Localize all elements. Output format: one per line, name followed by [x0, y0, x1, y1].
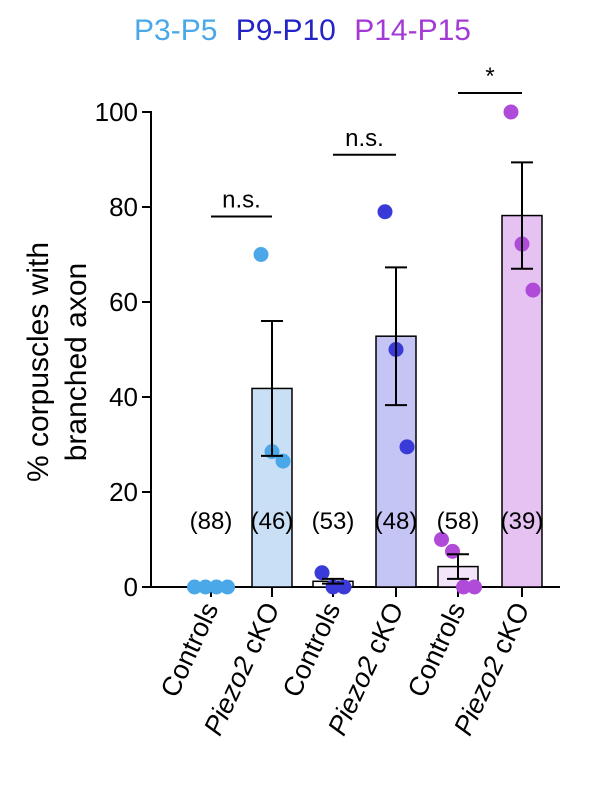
- data-point-0-0: [187, 579, 202, 595]
- legend-entry-p3-p5: P3-P5: [134, 14, 218, 47]
- x-tick-label-2: Controls: [277, 598, 347, 702]
- n-label-0: (88): [190, 508, 233, 535]
- y-tick-label-40: 40: [109, 382, 138, 412]
- y-axis-label-line1: % corpuscles with: [22, 242, 55, 482]
- x-tick-label-italic-5: Piezo2: [448, 652, 510, 740]
- y-axis-label-line2: branched axon: [60, 263, 93, 462]
- data-point-5-2: [525, 282, 541, 298]
- data-point-2-0: [314, 565, 330, 581]
- n-label-3: (48): [375, 508, 418, 535]
- n-label-4: (58): [437, 508, 480, 535]
- data-point-0-3: [220, 579, 235, 595]
- data-point-1-0: [253, 247, 269, 262]
- y-tick-label-60: 60: [109, 287, 138, 317]
- n-label-5: (39): [501, 508, 544, 535]
- data-point-4-3: [467, 579, 482, 595]
- y-tick-label-0: 0: [124, 572, 138, 602]
- x-tick-label-italic-3: Piezo2: [322, 652, 384, 740]
- n-label-1: (46): [251, 508, 294, 535]
- significance-label-0: n.s.: [222, 187, 261, 214]
- data-point-0-1: [198, 579, 213, 595]
- y-tick-label-100: 100: [95, 97, 138, 127]
- significance-label-1: n.s.: [345, 125, 384, 152]
- x-tick-label-italic-1: Piezo2: [198, 652, 260, 740]
- y-axis-label: % corpuscles with branched axon: [22, 242, 93, 482]
- data-point-2-2: [336, 579, 352, 595]
- data-point-4-2: [456, 579, 471, 595]
- data-point-3-0: [377, 204, 393, 220]
- x-tick-label-0: Controls: [155, 598, 225, 702]
- data-point-4-0: [434, 532, 449, 547]
- legend-entry-p14-p15: P14-P15: [354, 14, 471, 47]
- legend-entry-p9-p10: P9-P10: [235, 14, 336, 47]
- x-tick-label-4: Controls: [402, 598, 472, 702]
- data-point-3-2: [399, 439, 415, 455]
- data-point-5-0: [503, 104, 519, 120]
- data-point-1-2: [275, 453, 291, 469]
- significance-label-2: *: [485, 63, 494, 90]
- legend: P3-P5 P9-P10 P14-P15: [0, 14, 605, 48]
- n-label-2: (53): [312, 508, 355, 535]
- y-tick-label-20: 20: [109, 477, 138, 507]
- data-point-0-2: [209, 579, 224, 595]
- y-tick-label-80: 80: [109, 192, 138, 222]
